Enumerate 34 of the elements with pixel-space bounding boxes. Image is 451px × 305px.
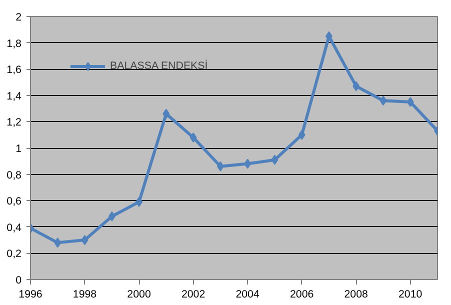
point: [162, 108, 170, 119]
y-tick-label: 0,2: [6, 248, 22, 260]
y-tick-label: 2: [16, 12, 22, 24]
point: [54, 238, 62, 248]
y-tick-label: 0,6: [6, 196, 22, 208]
y-tick-label: 0,8: [6, 169, 22, 182]
point: [108, 211, 116, 222]
point: [136, 196, 143, 207]
point: [190, 132, 197, 142]
point: [325, 31, 332, 42]
point: [352, 81, 360, 92]
point: [216, 161, 224, 172]
legend-label: BALASSA ENDEKSİ: [110, 60, 208, 72]
point: [406, 96, 414, 107]
point: [298, 130, 306, 140]
x-tick-label: 2002: [181, 288, 206, 300]
y-tick-label: 1: [16, 143, 22, 155]
x-tick-label: 1996: [18, 288, 42, 300]
y-tick-label: 0,4: [6, 222, 22, 234]
y-tick-label: 1,8: [6, 38, 22, 50]
x-tick-label: 2006: [290, 288, 314, 300]
y-tick-label: 1,6: [6, 64, 22, 76]
point: [81, 235, 88, 246]
point: [271, 154, 278, 165]
y-tick-label: 1,4: [6, 90, 22, 102]
x-tick-label: 1998: [72, 288, 97, 300]
point: [244, 158, 252, 169]
y-tick-label: 0: [16, 274, 22, 286]
x-tick-label: 2008: [344, 288, 368, 300]
x-tick-label: 2000: [127, 288, 151, 300]
y-tick-label: 1,2: [6, 116, 22, 129]
point: [380, 96, 387, 106]
x-tick-label: 2004: [236, 288, 260, 300]
x-tick-label: 2010: [398, 288, 422, 300]
